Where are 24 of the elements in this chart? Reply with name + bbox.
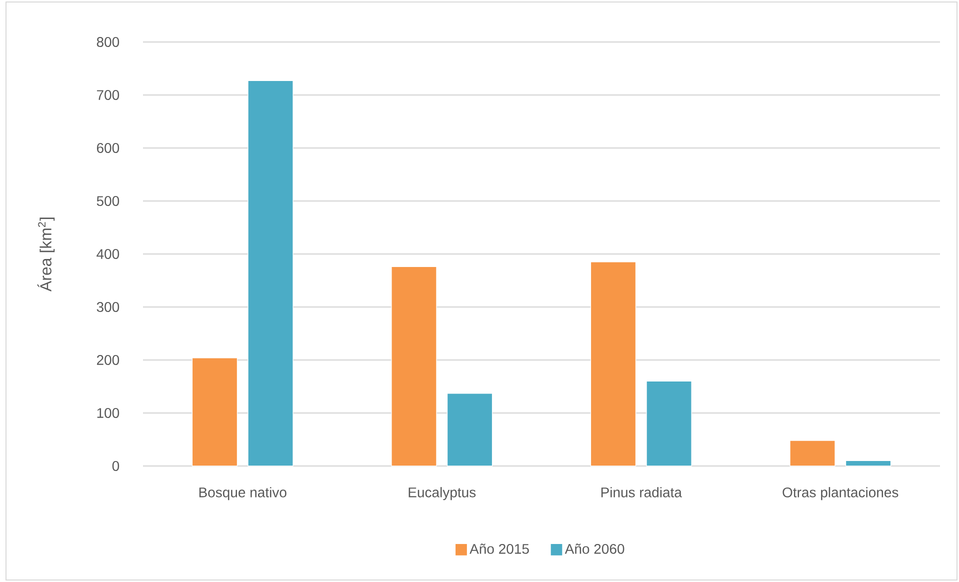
bar bbox=[646, 380, 692, 466]
bar bbox=[446, 393, 493, 466]
y-tick-label: 800 bbox=[96, 37, 120, 47]
x-tick-label: Bosque nativo bbox=[199, 487, 286, 500]
bar bbox=[590, 262, 636, 466]
y-tick-label: 200 bbox=[96, 355, 120, 365]
y-tick-label: 100 bbox=[97, 408, 120, 418]
bar bbox=[391, 266, 437, 466]
x-tick-label: Eucalyptus bbox=[408, 487, 476, 500]
bar bbox=[790, 440, 836, 466]
y-tick-label: 0 bbox=[112, 461, 120, 471]
legend-label: Año 2015 bbox=[470, 544, 529, 554]
bar bbox=[192, 358, 238, 466]
y-axis-title: Área [km$^{2}$] bbox=[37, 218, 55, 292]
y-tick-label: 700 bbox=[96, 90, 120, 100]
y-tick-label: 400 bbox=[96, 249, 120, 259]
bar bbox=[845, 460, 892, 466]
bar bbox=[248, 80, 294, 466]
y-tick-label: 300 bbox=[96, 302, 120, 312]
x-tick-label: Otras plantaciones bbox=[782, 487, 898, 500]
x-tick-label: Pinus radiata bbox=[601, 487, 682, 498]
y-tick-label: 600 bbox=[96, 143, 120, 153]
y-tick-label: 500 bbox=[96, 196, 120, 206]
legend-label: Año 2060 bbox=[564, 544, 624, 554]
